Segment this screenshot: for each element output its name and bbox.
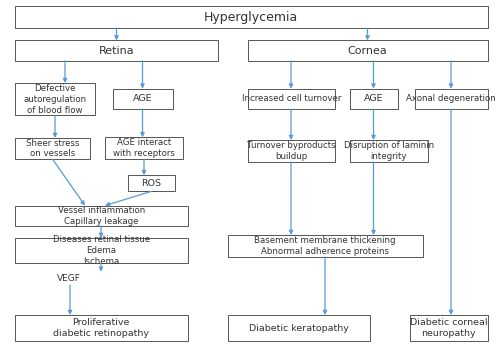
Text: Diabetic keratopathy: Diabetic keratopathy <box>249 324 348 333</box>
Bar <box>112 89 172 109</box>
Text: AGE interact
with receptors: AGE interact with receptors <box>113 138 174 158</box>
Text: Proliferative
diabetic retinopathy: Proliferative diabetic retinopathy <box>53 318 149 338</box>
Bar <box>248 89 335 109</box>
Text: Vessel inflammation
Capillary leakage: Vessel inflammation Capillary leakage <box>58 206 145 226</box>
Text: Diseases retinal tissue
Edema
Ischema: Diseases retinal tissue Edema Ischema <box>52 235 150 266</box>
Text: AGE: AGE <box>364 94 384 103</box>
Bar <box>128 175 175 191</box>
Text: ROS: ROS <box>142 179 161 188</box>
Bar <box>350 140 428 162</box>
Bar <box>15 206 188 226</box>
Bar <box>410 315 488 341</box>
Bar <box>350 89 398 109</box>
Text: Defective
autoregulation
of blood flow: Defective autoregulation of blood flow <box>24 84 86 114</box>
Text: Basement membrane thickening
Abnormal adherence proteins: Basement membrane thickening Abnormal ad… <box>254 236 396 256</box>
Text: Hyperglycemia: Hyperglycemia <box>204 11 298 24</box>
Text: Cornea: Cornea <box>348 46 388 56</box>
Bar <box>15 238 188 263</box>
Bar <box>15 6 488 28</box>
Bar <box>415 89 488 109</box>
Bar <box>15 40 218 61</box>
Text: Retina: Retina <box>98 46 134 56</box>
Bar <box>228 315 370 341</box>
Bar <box>228 235 422 257</box>
Bar <box>15 315 188 341</box>
Bar <box>15 83 95 115</box>
Text: AGE: AGE <box>133 94 152 103</box>
Text: Axonal degeneration: Axonal degeneration <box>406 94 496 103</box>
Bar <box>248 40 488 61</box>
Bar <box>248 140 335 162</box>
Text: Turnover byproducts
buildup: Turnover byproducts buildup <box>247 141 336 161</box>
Bar <box>105 137 182 159</box>
Text: Sheer stress
on vessels: Sheer stress on vessels <box>26 139 79 158</box>
Text: Diabetic corneal
neuropathy: Diabetic corneal neuropathy <box>410 318 488 338</box>
Text: VEGF: VEGF <box>57 274 80 283</box>
Bar <box>15 138 90 159</box>
Text: Disruption of laminin
integrity: Disruption of laminin integrity <box>344 141 434 161</box>
Text: Increased cell turnover: Increased cell turnover <box>242 94 341 103</box>
